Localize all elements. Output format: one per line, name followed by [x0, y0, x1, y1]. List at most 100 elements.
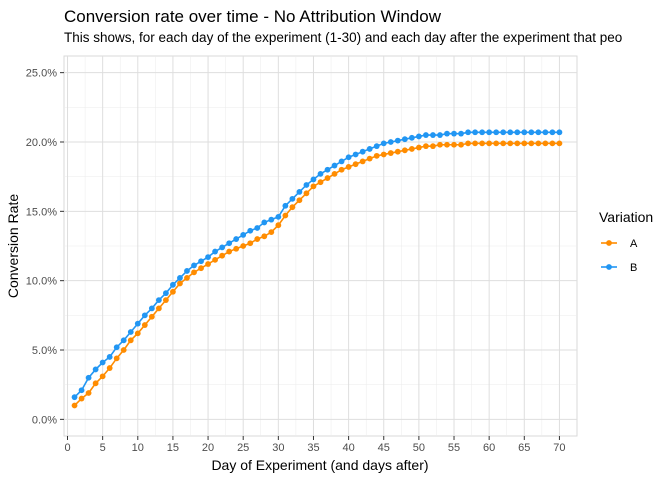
data-point-B	[437, 132, 443, 138]
x-tick-label: 50	[413, 442, 425, 454]
x-tick-label: 15	[167, 442, 179, 454]
legend-title: Variation	[599, 209, 653, 225]
x-axis-title: Day of Experiment (and days after)	[211, 457, 428, 473]
data-point-A	[514, 140, 521, 147]
data-point-B	[549, 129, 556, 136]
data-point-B	[408, 134, 415, 141]
data-point-A	[486, 140, 493, 147]
legend-key-point-A	[606, 240, 612, 246]
data-point-B	[289, 195, 296, 202]
data-point-A	[163, 297, 169, 303]
data-point-A	[479, 140, 486, 147]
data-point-B	[282, 202, 289, 209]
x-tick-label: 0	[64, 442, 70, 454]
y-tick-label: 10.0%	[26, 276, 57, 288]
x-tick-label: 60	[483, 442, 495, 454]
data-point-B	[380, 140, 387, 147]
x-tick-label: 10	[132, 442, 144, 454]
data-point-A	[394, 148, 401, 155]
data-point-A	[549, 140, 556, 147]
data-point-B	[521, 129, 528, 136]
data-point-B	[486, 129, 493, 136]
data-point-A	[458, 141, 464, 148]
data-point-B	[233, 236, 240, 242]
data-point-A	[380, 151, 387, 158]
data-point-B	[345, 154, 352, 161]
legend-key-point-B	[606, 264, 612, 270]
data-point-A	[148, 313, 155, 320]
data-point-B	[366, 146, 373, 152]
data-point-B	[401, 136, 408, 143]
data-point-A	[507, 140, 514, 147]
data-point-A	[113, 355, 120, 362]
data-point-A	[177, 280, 183, 287]
legend-label-B: B	[630, 262, 637, 274]
data-point-B	[275, 213, 282, 220]
data-point-B	[163, 290, 169, 297]
data-point-A	[493, 140, 500, 147]
y-tick-label: 25.0%	[26, 68, 57, 80]
series-layer	[71, 129, 563, 409]
data-point-A	[303, 190, 310, 197]
data-point-A	[78, 395, 85, 402]
data-point-B	[528, 129, 535, 136]
y-tick-label: 0.0%	[32, 414, 57, 426]
data-point-B	[127, 329, 134, 335]
data-point-B	[310, 176, 317, 183]
data-point-B	[500, 129, 507, 136]
data-point-B	[268, 216, 275, 223]
data-point-B	[458, 130, 464, 137]
data-point-B	[85, 374, 92, 381]
data-point-A	[240, 243, 247, 249]
data-point-B	[507, 129, 514, 136]
data-point-B	[296, 189, 303, 195]
data-point-B	[542, 129, 549, 136]
y-axis-ticks: 0.0% 5.0% 10.0% 15.0% 20.0% 25.0%	[26, 68, 64, 426]
data-point-A	[373, 152, 380, 159]
data-point-A	[451, 141, 457, 148]
data-point-A	[401, 147, 408, 154]
data-point-A	[127, 337, 134, 344]
data-point-A	[535, 140, 542, 147]
data-point-B	[444, 130, 450, 137]
data-point-B	[212, 248, 218, 255]
data-point-B	[92, 366, 99, 373]
x-tick-label: 40	[342, 442, 354, 454]
data-point-A	[331, 170, 338, 177]
data-point-A	[542, 140, 549, 147]
data-point-A	[198, 265, 204, 272]
data-point-A	[345, 164, 352, 170]
data-point-B	[219, 244, 226, 251]
data-point-A	[134, 330, 141, 337]
data-point-B	[394, 137, 401, 144]
chart-title: Conversion rate over time - No Attributi…	[64, 7, 442, 26]
data-point-B	[415, 133, 422, 140]
data-point-B	[514, 129, 521, 136]
data-point-A	[282, 212, 289, 219]
x-tick-label: 25	[237, 442, 249, 454]
data-point-B	[352, 151, 359, 158]
data-point-A	[556, 140, 563, 147]
data-point-A	[219, 252, 226, 259]
series-line-B	[73, 131, 560, 398]
data-point-A	[338, 166, 345, 173]
y-tick-label: 20.0%	[26, 137, 57, 149]
data-point-A	[317, 179, 324, 186]
data-point-B	[247, 227, 254, 234]
data-point-B	[205, 254, 211, 260]
data-point-B	[191, 262, 197, 269]
data-point-B	[78, 387, 85, 394]
x-axis-ticks: 0 5 10 15 20 25 30 35 40 45 50 55 60 65 70	[64, 436, 566, 454]
data-point-A	[170, 288, 176, 295]
data-point-B	[303, 182, 310, 188]
data-point-A	[444, 141, 450, 148]
legend-label-A: A	[630, 238, 638, 250]
data-point-B	[317, 170, 324, 177]
data-point-A	[247, 240, 254, 247]
data-point-A	[141, 322, 148, 328]
data-point-B	[338, 158, 345, 165]
data-point-B	[465, 129, 471, 136]
x-tick-label: 55	[448, 442, 460, 454]
data-point-B	[493, 129, 500, 136]
data-point-A	[528, 140, 535, 147]
